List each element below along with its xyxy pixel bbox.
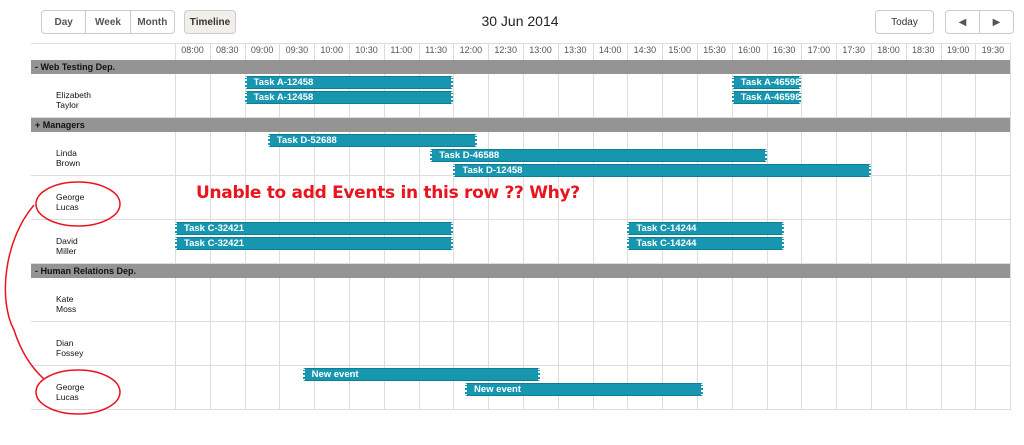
time-label: 11:00 — [390, 45, 413, 55]
time-label: 12:30 — [494, 45, 517, 55]
view-tabs: Day Week Month — [41, 10, 175, 34]
header-top-border — [31, 43, 1010, 44]
event-bar[interactable]: Task D-52688 — [267, 134, 477, 147]
tab-month[interactable]: Month — [137, 16, 168, 28]
time-label: 12:00 — [459, 45, 483, 55]
row-divider — [31, 263, 1010, 264]
annotation-text: Unable to add Events in this row ?? Why? — [196, 183, 580, 203]
row-divider — [31, 321, 1010, 322]
row-name: Elizabeth Taylor — [56, 90, 91, 110]
grid-column-line — [453, 43, 455, 410]
row-name: Dian Fossey — [56, 338, 84, 358]
grid-column-line — [940, 43, 942, 410]
event-bar[interactable]: New event — [302, 368, 541, 381]
row-name: George Lucas — [56, 192, 85, 212]
grid-column-line — [1010, 43, 1012, 410]
row-divider — [31, 219, 1010, 220]
time-label: 08:30 — [216, 45, 239, 55]
time-label: 11:30 — [425, 45, 448, 55]
time-label: 09:00 — [250, 45, 274, 55]
row-name: David Miller — [56, 236, 78, 256]
row-name: Kate Moss — [56, 294, 77, 314]
grid-column-line — [975, 43, 977, 410]
row-name: George Lucas — [56, 382, 85, 402]
event-bar[interactable]: Task C-14244 — [627, 237, 784, 250]
time-label: 14:00 — [598, 45, 622, 55]
time-label: 10:30 — [355, 45, 378, 55]
grid-column-line — [836, 43, 838, 410]
group-header[interactable]: - Web Testing Dep. — [31, 60, 1010, 74]
tab-timeline[interactable]: Timeline — [184, 10, 236, 34]
time-label: 16:00 — [738, 45, 761, 55]
time-label: 09:30 — [285, 45, 309, 55]
grid-column-line — [905, 43, 907, 410]
grid-column-line — [488, 43, 490, 410]
time-label: 13:00 — [529, 45, 552, 55]
connector-line — [4, 204, 45, 380]
time-label: 15:00 — [668, 45, 691, 55]
event-bar[interactable]: Task C-14244 — [627, 222, 784, 235]
grid-column-line — [523, 43, 524, 410]
event-bar[interactable]: Task D-12458 — [453, 164, 871, 177]
event-bar[interactable]: Task A-46598 — [731, 91, 802, 104]
next-arrow-icon[interactable]: ▶ — [992, 16, 1001, 28]
time-label: 19:00 — [946, 45, 970, 55]
event-bar[interactable]: Task D-46588 — [430, 149, 767, 162]
date-navigation: ◀ ▶ — [945, 10, 1014, 34]
group-header[interactable]: + Managers — [31, 118, 1010, 132]
tab-day[interactable]: Day — [42, 11, 87, 33]
prev-arrow-icon[interactable]: ◀ — [946, 11, 980, 33]
time-label: 10:00 — [320, 45, 343, 55]
event-bar[interactable]: Task A-12458 — [244, 91, 454, 104]
event-bar[interactable]: New event — [465, 383, 703, 396]
time-label: 19:30 — [981, 45, 1005, 55]
grid-column-line — [592, 43, 594, 410]
event-bar[interactable]: Task C-32421 — [175, 237, 454, 250]
grid-column-line — [801, 43, 803, 410]
time-label: 17:00 — [807, 45, 831, 55]
time-label: 14:30 — [633, 45, 657, 55]
time-label: 18:00 — [877, 45, 900, 55]
tab-week[interactable]: Week — [86, 11, 131, 33]
row-divider — [31, 117, 1010, 118]
row-name: Linda Brown — [56, 148, 81, 168]
group-header[interactable]: - Human Relations Dep. — [31, 264, 1010, 278]
time-label: 18:30 — [912, 45, 935, 55]
today-button[interactable]: Today — [875, 10, 934, 34]
row-divider — [31, 409, 1010, 410]
grid-column-line — [557, 43, 559, 410]
row-divider — [31, 365, 1010, 366]
event-bar[interactable]: Task C-32421 — [175, 222, 454, 235]
time-label: 17:30 — [842, 45, 865, 55]
time-label: 16:30 — [772, 45, 796, 55]
grid-column-line — [871, 43, 872, 410]
time-label: 13:30 — [564, 45, 587, 55]
time-label: 08:00 — [181, 45, 204, 55]
event-bar[interactable]: Task A-46598 — [731, 76, 802, 89]
time-label: 15:30 — [703, 45, 726, 55]
event-bar[interactable]: Task A-12458 — [244, 76, 454, 89]
current-date: 30 Jun 2014 — [481, 13, 559, 29]
